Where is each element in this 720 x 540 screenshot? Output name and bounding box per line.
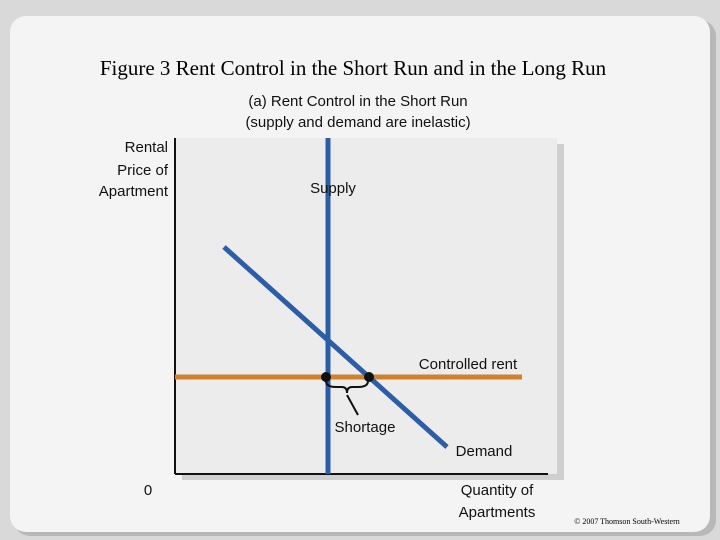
controlled-rent-label: Controlled rent — [419, 356, 518, 373]
point — [364, 372, 374, 382]
title: Figure 3 Rent Control in the Short Run a… — [100, 56, 607, 80]
x-axis-label: Apartments — [459, 504, 536, 521]
y-axis-label: Rental — [125, 139, 168, 156]
origin-label: 0 — [144, 482, 152, 499]
y-axis-label: Apartment — [99, 183, 169, 200]
supply-label: Supply — [310, 180, 356, 197]
plot-area — [175, 138, 557, 474]
demand-curve — [222, 245, 449, 449]
shortage-label: Shortage — [335, 419, 396, 436]
demand-label: Demand — [456, 443, 513, 460]
y-axis-label: Price of — [117, 162, 169, 179]
brace — [325, 380, 369, 394]
copyright: © 2007 Thomson South-Western — [574, 517, 680, 526]
subtitle: (supply and demand are inelastic) — [245, 114, 470, 131]
x-axis-label: Quantity of — [461, 482, 534, 499]
point — [321, 372, 331, 382]
pointer — [346, 394, 359, 416]
subtitle: (a) Rent Control in the Short Run — [248, 93, 467, 110]
